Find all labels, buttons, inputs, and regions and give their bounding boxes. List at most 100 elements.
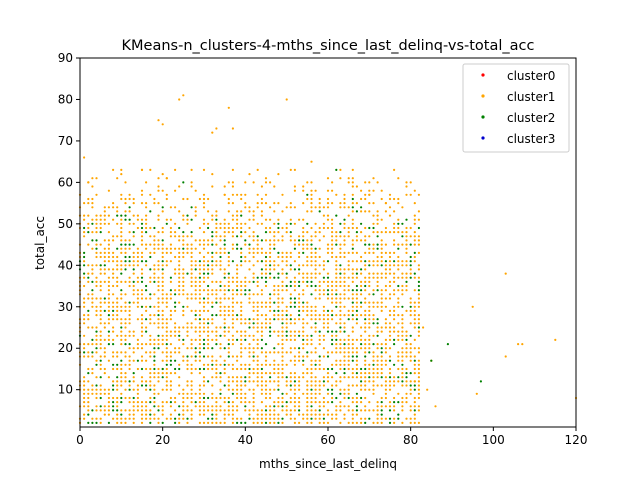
cluster1-point [236,330,239,333]
cluster1-point [132,289,135,292]
cluster1-point [95,351,98,354]
cluster2-point [169,359,172,362]
cluster1-point [236,226,239,230]
cluster1-point [372,380,375,383]
cluster1-point [293,347,296,350]
cluster1-point [178,280,181,283]
cluster1-point [153,338,156,341]
cluster2-point [364,318,367,321]
cluster1-point [244,318,247,321]
cluster1-point [112,314,115,317]
cluster2-point [161,206,164,209]
cluster1-point [302,264,305,267]
cluster1-point [384,351,387,354]
cluster1-point [310,197,313,201]
cluster2-point [281,405,284,408]
cluster1-point [95,305,98,308]
cluster1-point [215,363,218,366]
cluster1-point [219,409,222,412]
cluster1-point [388,380,392,383]
cluster1-point [368,280,371,283]
cluster1-point [306,388,309,391]
cluster1-point [397,322,400,325]
cluster1-point [380,301,383,304]
cluster1-point [140,297,144,300]
cluster1-point [165,372,168,375]
cluster1-point [405,380,408,383]
cluster2-point [388,376,392,379]
cluster1-point [368,293,371,296]
cluster1-point [190,293,193,296]
cluster1-point [368,409,371,412]
cluster1-point [202,222,206,225]
cluster1-point [331,396,334,400]
cluster1-point [120,168,123,171]
cluster1-point [231,314,234,317]
cluster1-point [194,239,197,242]
cluster1-point [302,330,305,333]
cluster1-point [298,235,301,238]
cluster1-point [153,276,156,279]
cluster1-point [314,289,317,292]
cluster1-point [120,343,123,346]
cluster2-point [207,264,210,267]
cluster1-point [302,305,305,308]
cluster1-point [223,314,226,317]
cluster2-point [95,347,98,350]
cluster2-point [343,367,346,371]
cluster1-point [393,376,396,379]
cluster1-point [347,297,350,300]
cluster1-point [326,280,330,283]
cluster1-point [165,384,168,387]
cluster1-point [202,239,206,242]
cluster2-point [202,272,206,275]
cluster1-point [194,359,197,362]
cluster1-point [380,363,383,366]
cluster1-point [178,268,181,271]
cluster2-point [120,214,123,217]
cluster1-point [256,384,259,387]
y-tick-label: 40 [58,258,73,272]
cluster1-point [310,239,313,242]
cluster2-point [372,363,375,366]
cluster1-point [231,301,234,304]
cluster1-point [240,280,243,283]
cluster1-point [182,417,185,420]
cluster2-point [87,413,90,416]
cluster2-point [355,284,358,288]
cluster1-point [169,417,172,420]
cluster1-point [256,376,259,379]
cluster1-point [103,301,106,304]
cluster1-point [174,396,177,400]
cluster1-point [231,247,234,250]
cluster1-point [347,384,350,387]
cluster1-point [521,343,524,346]
cluster1-point [339,177,342,180]
cluster1-point [335,264,338,267]
cluster1-point [260,214,263,217]
cluster1-point [273,243,276,246]
cluster1-point [306,260,309,263]
cluster2-point [355,231,358,234]
cluster1-point [388,355,392,358]
cluster1-point [186,367,189,371]
cluster1-point [219,396,222,400]
cluster1-point [169,388,172,391]
cluster2-point [289,280,292,283]
cluster1-point [364,197,367,201]
cluster1-point [273,239,276,242]
cluster1-point [264,318,268,321]
cluster1-point [132,222,135,225]
cluster1-point [231,318,234,321]
cluster1-point [298,301,301,304]
cluster1-point [153,384,156,387]
cluster1-point [372,247,375,250]
cluster1-point [132,272,135,275]
cluster1-point [223,359,226,362]
cluster1-point [393,384,396,387]
cluster1-point [380,239,383,242]
cluster2-point [202,343,206,346]
cluster1-point [302,276,305,279]
cluster1-point [169,351,172,354]
cluster1-point [236,210,239,213]
